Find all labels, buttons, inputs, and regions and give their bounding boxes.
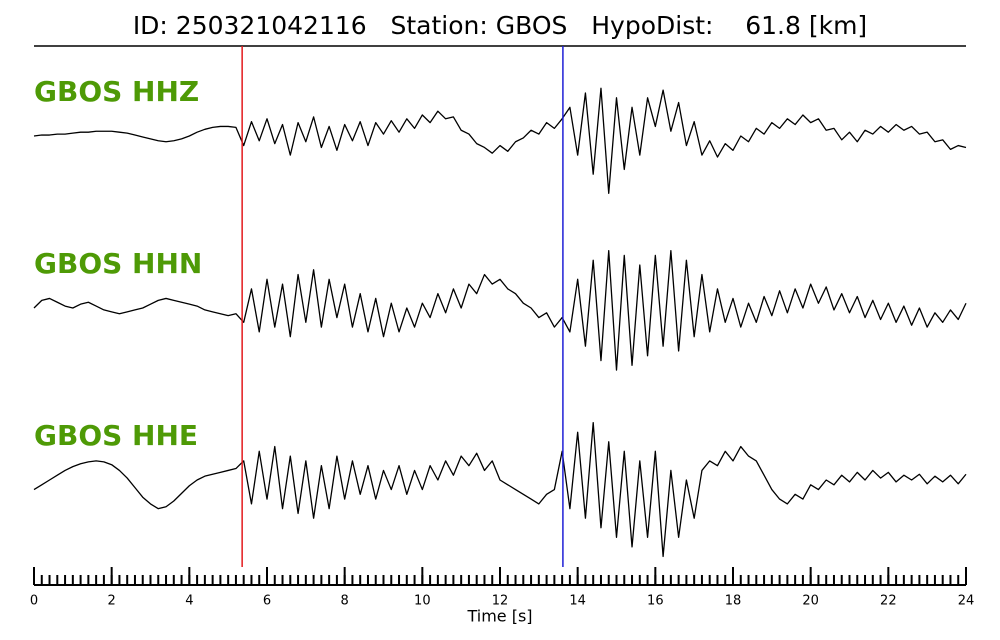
x-tick-label: 22 (880, 594, 897, 609)
trace-label: GBOS HHE (34, 419, 198, 452)
x-axis-label: Time [s] (466, 607, 532, 626)
waveform (33, 422, 967, 558)
x-tick-label: 20 (802, 594, 819, 609)
x-tick-label: 14 (569, 594, 586, 609)
x-tick-label: 2 (108, 594, 116, 609)
trace-label: GBOS HHN (34, 247, 202, 280)
x-tick-label: 18 (725, 594, 742, 609)
trace-label: GBOS HHZ (34, 75, 199, 108)
x-tick-label: 24 (958, 594, 975, 609)
x-tick-label: 4 (185, 594, 193, 609)
waveform (33, 87, 967, 194)
x-tick-label: 12 (492, 594, 509, 609)
chart-title: ID: 250321042116 Station: GBOS HypoDist:… (133, 11, 867, 40)
x-tick-label: 0 (30, 594, 38, 609)
x-tick-label: 6 (263, 594, 271, 609)
x-tick-label: 16 (647, 594, 664, 609)
x-tick-label: 8 (341, 594, 349, 609)
waveform (33, 250, 967, 371)
x-tick-label: 10 (414, 594, 431, 609)
